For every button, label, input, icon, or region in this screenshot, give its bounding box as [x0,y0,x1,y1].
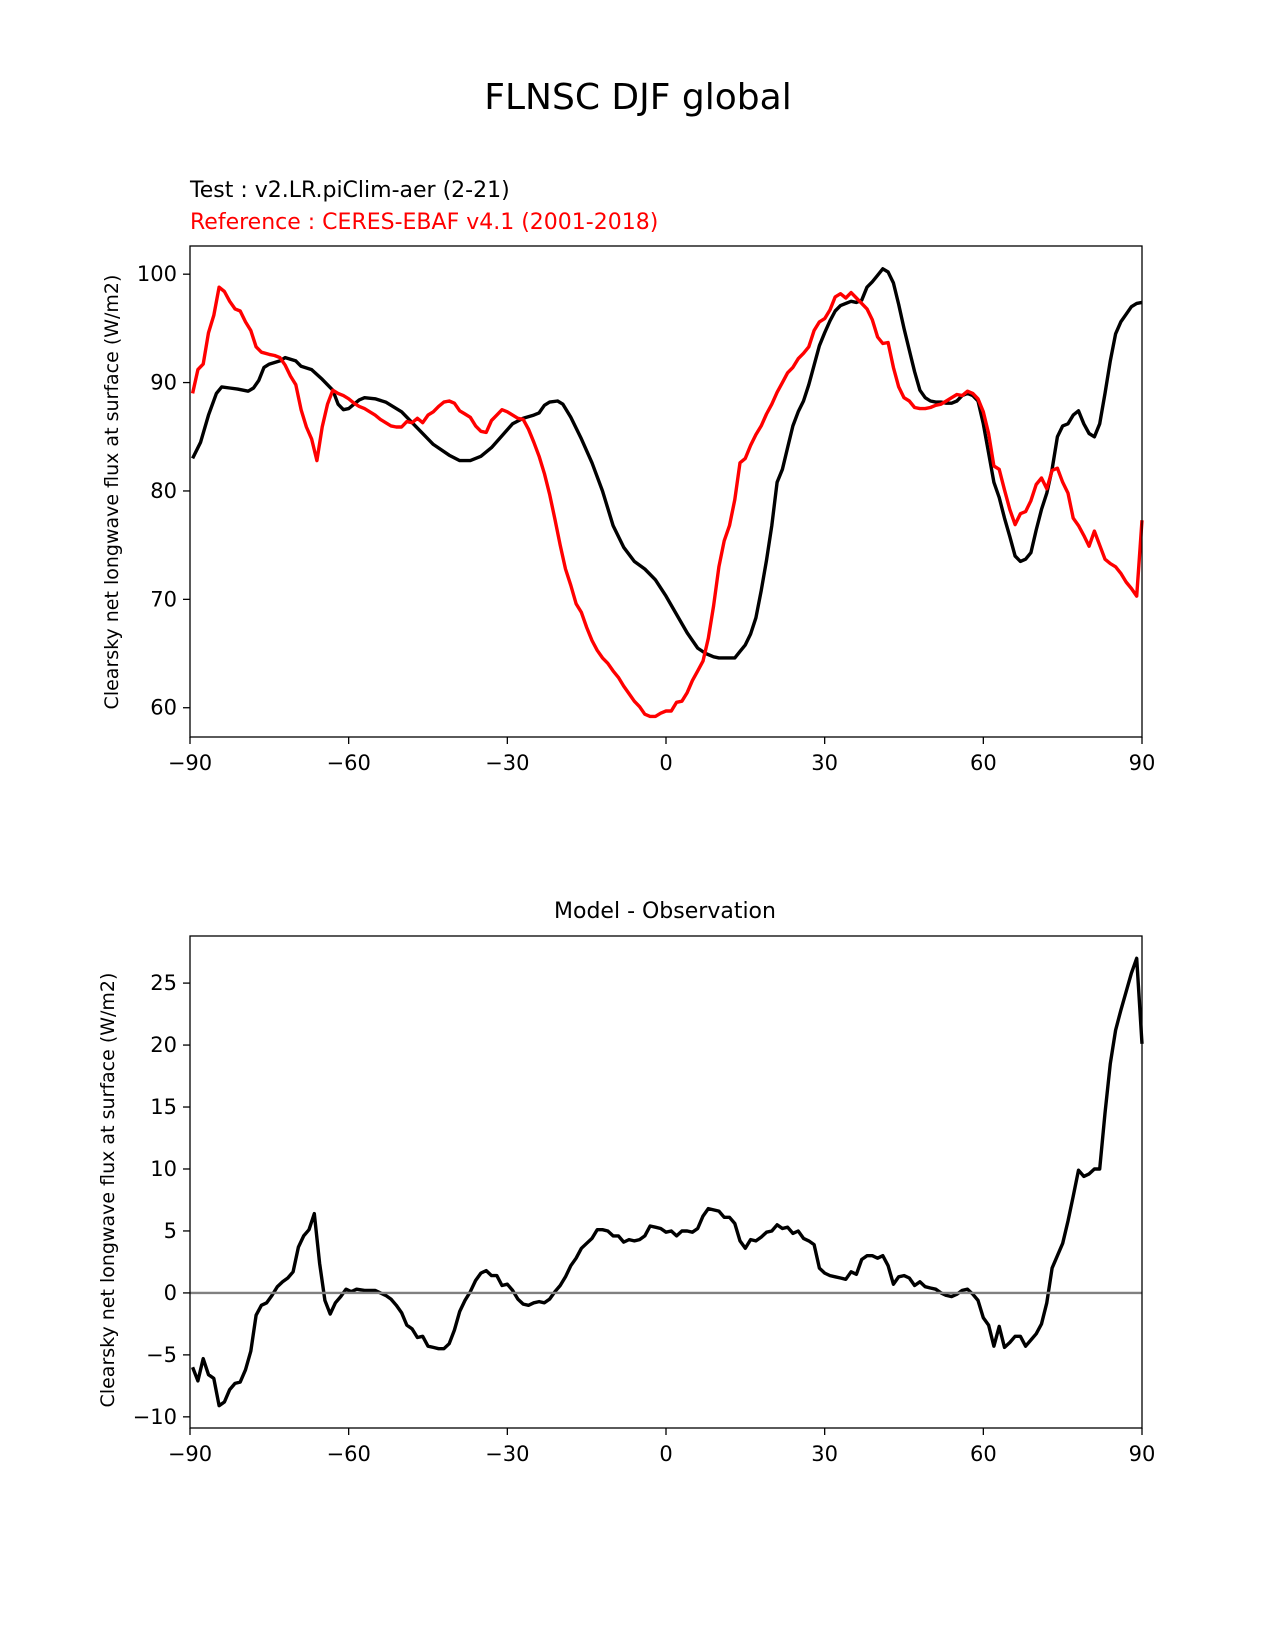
x-tick-label: 30 [811,1442,838,1466]
plot-frame [189,935,1143,1429]
reference-label: Reference : CERES-EBAF v4.1 (2001-2018) [190,210,658,235]
x-tick-label: −90 [168,1442,212,1466]
x-tick-label: −60 [327,1442,371,1466]
x-tick-label: 60 [970,1442,997,1466]
y-axis-label-top: Clearsky net longwave flux at surface (W… [101,275,123,710]
x-tick-label: 0 [659,751,672,775]
series-line-test [191,956,1144,1408]
series-line-test [191,267,1143,660]
chart-panel-top: Test : v2.LR.piClim-aer (2-21) Reference… [101,178,1155,775]
y-tick-label: 15 [150,1095,177,1119]
y-tick-label: 20 [150,1033,177,1057]
x-tick-label: 30 [811,751,838,775]
y-tick-label: 70 [150,587,177,611]
figure-title: FLNSC DJF global [484,77,791,118]
plot-frame [189,245,1143,738]
test-label: Test : v2.LR.piClim-aer (2-21) [189,178,510,203]
y-tick-label: 80 [150,479,177,503]
x-tick-label: 90 [1129,1442,1156,1466]
x-tick-label: 60 [970,751,997,775]
x-tick-label: −90 [168,751,212,775]
y-tick-label: 60 [150,696,177,720]
y-tick-label: −5 [146,1343,177,1367]
y-axis-label-bottom: Clearsky net longwave flux at surface (W… [97,973,119,1408]
y-tick-label: 10 [150,1157,177,1181]
y-tick-label: 25 [150,971,177,995]
x-tick-label: −30 [485,1442,529,1466]
x-tick-label: 90 [1129,751,1156,775]
series-line-reference [190,285,1144,719]
y-tick-label: −10 [133,1405,177,1429]
x-tick-label: −30 [485,751,529,775]
y-tick-label: 0 [164,1281,177,1305]
y-tick-label: 100 [137,262,177,286]
chart-panel-bottom: Model - Observation Clearsky net longwav… [97,899,1155,1466]
x-tick-label: −60 [327,751,371,775]
y-tick-label: 5 [164,1219,177,1243]
bottom-panel-title: Model - Observation [554,899,776,924]
y-tick-label: 90 [150,371,177,395]
x-tick-label: 0 [659,1442,672,1466]
